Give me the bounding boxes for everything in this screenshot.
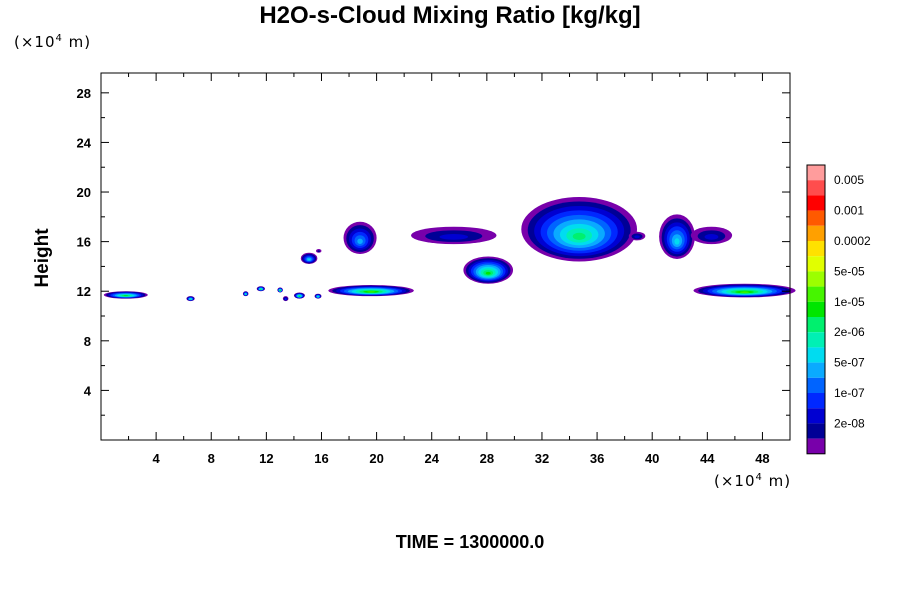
colorbar-label: 5e-05 — [834, 264, 865, 278]
colorbar-swatch — [807, 165, 825, 181]
colorbar-swatch — [807, 408, 825, 424]
x-tick-label: 4 — [153, 451, 161, 466]
y-tick-label: 8 — [84, 334, 91, 349]
plot-frame — [100, 72, 791, 441]
colorbar-swatch — [807, 271, 825, 287]
colorbar-label: 0.005 — [834, 173, 864, 187]
colorbar-label: 0.001 — [834, 204, 864, 218]
cloud-region — [485, 271, 491, 275]
colorbar-swatch — [807, 332, 825, 348]
y-unit-exponent: 4 — [55, 33, 63, 44]
cloud-region — [317, 296, 319, 298]
y-tick-label: 24 — [77, 135, 92, 150]
colorbar-swatch — [807, 256, 825, 272]
colorbar-swatch — [807, 377, 825, 393]
colorbar-label: 1e-07 — [834, 386, 865, 400]
x-tick-label: 44 — [700, 451, 715, 466]
cloud-region — [739, 291, 750, 293]
colorbar-swatch — [807, 438, 825, 454]
colorbar-swatch — [807, 423, 825, 439]
time-label: TIME = 1300000.0 — [395, 532, 545, 552]
x-tick-label: 28 — [480, 451, 494, 466]
colorbar-label: 1e-05 — [834, 295, 865, 309]
x-tick-label: 36 — [590, 451, 604, 466]
y-tick-label: 4 — [84, 383, 92, 398]
colorbar-label: 2e-08 — [834, 416, 865, 430]
x-unit-exponent: 4 — [755, 472, 763, 483]
colorbar-swatch — [807, 393, 825, 409]
x-tick-label: 40 — [645, 451, 659, 466]
y-tick-label: 28 — [77, 86, 91, 101]
colorbar-swatch — [807, 317, 825, 333]
colorbar-swatch — [807, 225, 825, 241]
colorbar-swatch — [807, 347, 825, 363]
cloud-region — [674, 238, 680, 245]
cloud-region — [634, 235, 640, 239]
colorbar-swatch — [807, 301, 825, 317]
y-axis-unit: (×104 m) — [14, 33, 91, 51]
cloud-region — [357, 238, 363, 244]
x-tick-label: 20 — [369, 451, 383, 466]
x-tick-label: 48 — [755, 451, 769, 466]
x-tick-label: 32 — [535, 451, 549, 466]
y-tick-label: 16 — [77, 235, 91, 250]
x-tick-label: 8 — [208, 451, 215, 466]
cloud-region — [704, 233, 719, 240]
cloud-region — [245, 293, 246, 295]
cloud-region — [307, 258, 311, 261]
y-unit-prefix: (×10 — [14, 33, 56, 51]
x-unit-prefix: (×10 — [714, 472, 756, 490]
cloud-region — [284, 298, 287, 300]
colorbar-swatch — [807, 286, 825, 302]
colorbar-frame — [806, 164, 826, 455]
cloud-region — [190, 298, 192, 300]
x-unit-suffix: m) — [762, 472, 792, 490]
cloud-region — [317, 250, 321, 253]
colorbar-swatch — [807, 241, 825, 257]
cloud-region — [367, 291, 375, 293]
colorbar-label: 2e-06 — [834, 325, 865, 339]
x-tick-label: 12 — [259, 451, 273, 466]
cloud-region — [298, 295, 300, 297]
cloud-region — [439, 233, 469, 240]
x-tick-label: 16 — [314, 451, 328, 466]
colorbar-swatch — [807, 362, 825, 378]
y-tick-label: 20 — [77, 185, 91, 200]
x-tick-label: 24 — [424, 451, 439, 466]
colorbar-label: 5e-07 — [834, 356, 865, 370]
x-axis-unit: (×104 m) — [714, 472, 791, 490]
colorbar-swatch — [807, 180, 825, 196]
cloud-region — [572, 232, 586, 240]
y-tick-label: 12 — [77, 284, 91, 299]
chart-title: H2O-s-Cloud Mixing Ratio [kg/kg] — [259, 2, 641, 29]
colorbar-swatch — [807, 210, 825, 226]
colorbar-label: 0.0002 — [834, 234, 871, 248]
y-unit-suffix: m) — [62, 33, 92, 51]
cloud-region — [123, 295, 129, 297]
colorbar-swatch — [807, 195, 825, 211]
